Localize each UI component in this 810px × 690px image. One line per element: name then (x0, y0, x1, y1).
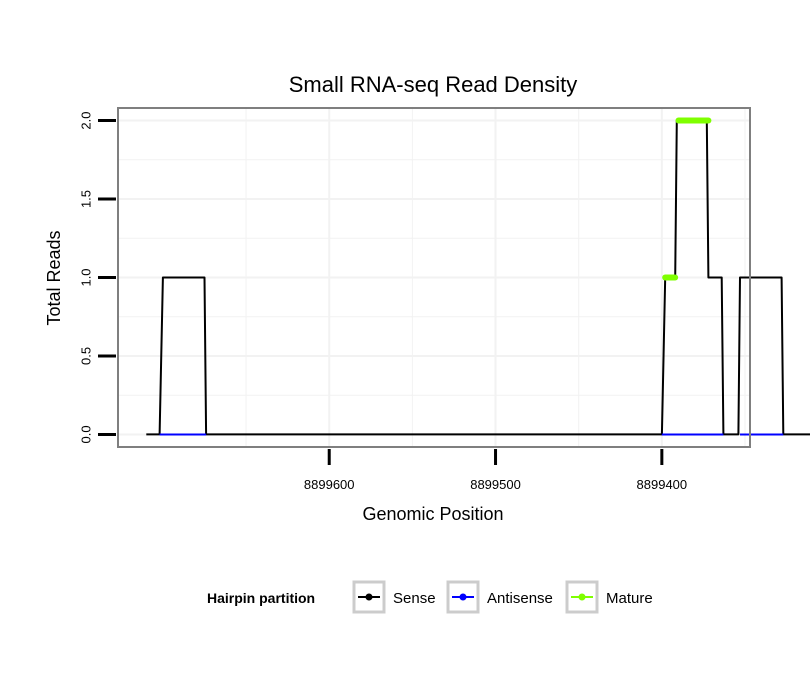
y-tick-label: 1.0 (79, 268, 94, 286)
x-axis: 8899600 8899500 8899400 (304, 449, 687, 492)
y-tick-label: 0.5 (79, 347, 94, 365)
legend-marker-sense (365, 593, 373, 601)
legend-marker-mature (578, 593, 586, 601)
chart-title: Small RNA-seq Read Density (289, 72, 578, 97)
legend-label-antisense: Antisense (487, 590, 553, 607)
y-tick-label: 2.0 (79, 112, 94, 130)
y-tick-label: 1.5 (79, 190, 94, 208)
series-layer (146, 117, 810, 436)
grid (118, 108, 750, 447)
legend-marker-antisense (459, 593, 467, 601)
x-tick-label: 8899600 (304, 477, 355, 492)
plot-border (117, 107, 751, 448)
legend-title: Hairpin partition (207, 590, 315, 606)
legend: Hairpin partition Sense Antisense Mature (207, 580, 653, 614)
y-axis: 0.0 0.5 1.0 1.5 2.0 (79, 112, 116, 443)
y-tick-label: 0.0 (79, 425, 94, 443)
x-axis-title: Genomic Position (362, 504, 503, 524)
x-tick-label: 8899500 (470, 477, 521, 492)
legend-label-mature: Mature (606, 590, 653, 607)
y-axis-title: Total Reads (44, 230, 64, 325)
x-tick-label: 8899400 (637, 477, 688, 492)
legend-label-sense: Sense (393, 590, 436, 607)
